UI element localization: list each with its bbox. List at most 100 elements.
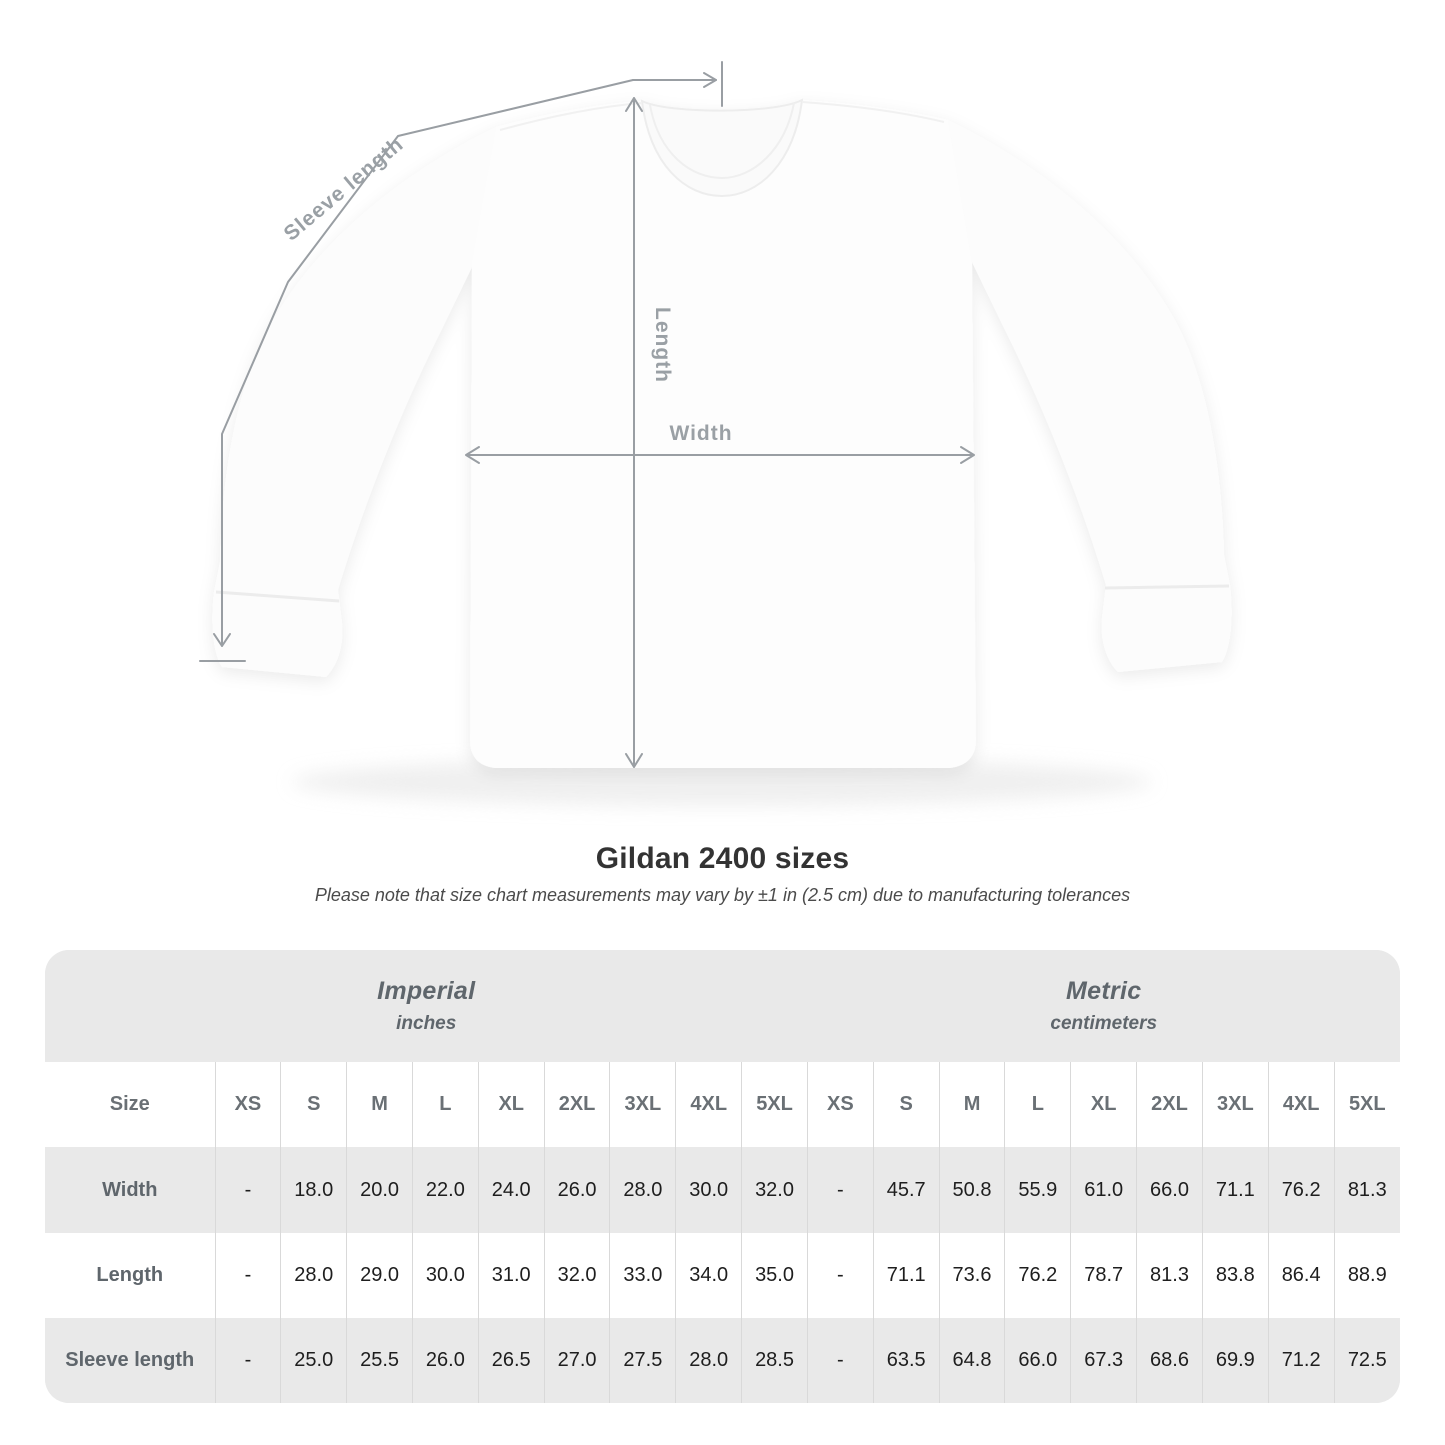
size-col-header: S	[872, 1062, 940, 1148]
measurement-cell: -	[214, 1147, 281, 1233]
unit-header-row: Imperial inches Metric centimeters	[45, 950, 1400, 1063]
measurement-cell: 26.0	[543, 1147, 610, 1233]
shirt-collar	[640, 98, 804, 198]
size-col-header: XS	[214, 1062, 281, 1148]
shirt-shadow	[292, 758, 1152, 806]
measurement-cell: 72.5	[1333, 1317, 1400, 1403]
measurement-cell: 34.0	[675, 1232, 742, 1318]
row-label-length: Length	[96, 1263, 164, 1286]
measurement-cell: 45.7	[872, 1147, 940, 1233]
sleeve-measure-arrow-right	[703, 72, 717, 88]
measurement-cell: 20.0	[346, 1147, 413, 1233]
measurement-cell: 26.0	[411, 1317, 479, 1403]
measurement-cell: 35.0	[741, 1232, 808, 1318]
sleeve-measure-arrow-down	[213, 633, 231, 647]
length-row: Length - 28.0 29.0 30.0 31.0 32.0 33.0 3…	[45, 1232, 1400, 1318]
size-col-header: 3XL	[609, 1062, 676, 1148]
measurement-cell: -	[806, 1317, 874, 1403]
imperial-group-title: Imperial	[377, 977, 476, 1006]
size-col-header: S	[280, 1062, 347, 1148]
sleeve-length-row: Sleeve length - 25.0 25.5 26.0 26.5 27.0…	[45, 1317, 1400, 1403]
measurement-cell: 27.5	[609, 1317, 676, 1403]
size-col-header: 2XL	[1136, 1062, 1203, 1148]
measurement-cell: -	[214, 1317, 281, 1403]
size-col-header: 2XL	[543, 1062, 610, 1148]
measurement-cell: 83.8	[1201, 1232, 1269, 1318]
width-row: Width - 18.0 20.0 22.0 24.0 26.0 28.0 30…	[45, 1147, 1400, 1233]
measurement-cell: 61.0	[1070, 1147, 1137, 1233]
length-measure: Length	[625, 97, 674, 768]
measurement-cell: 28.0	[280, 1232, 347, 1318]
measurement-cell: -	[806, 1232, 874, 1318]
measurement-cell: 71.1	[872, 1232, 940, 1318]
page-title: Gildan 2400 sizes	[595, 842, 850, 875]
length-arrow-up	[625, 97, 643, 112]
measurement-cell: 27.0	[543, 1317, 610, 1403]
imperial-group-header: Imperial inches	[45, 950, 807, 1062]
measurement-cell: 88.9	[1333, 1232, 1400, 1318]
size-col-header: XS	[806, 1062, 874, 1148]
measurement-cell: 25.5	[346, 1317, 413, 1403]
measurement-cell: 26.5	[477, 1317, 545, 1403]
shirt-left-sleeve	[212, 127, 496, 677]
size-col-header: 3XL	[1201, 1062, 1269, 1148]
length-arrow-down	[625, 753, 643, 768]
size-header-label: Size	[109, 1093, 150, 1116]
tolerance-note: Please note that size chart measurements…	[314, 885, 1131, 905]
size-col-header: L	[411, 1062, 479, 1148]
size-table-container: Imperial inches Metric centimeters Size …	[45, 950, 1400, 1403]
size-col-header: 5XL	[741, 1062, 808, 1148]
measurement-cell: -	[806, 1147, 874, 1233]
measurement-cell: 32.0	[741, 1147, 808, 1233]
width-arrow-right	[960, 446, 975, 464]
measurement-cell: 67.3	[1070, 1317, 1137, 1403]
size-header-row: Size XS S M L XL 2XL 3XL 4XL 5XL XS S M …	[45, 1062, 1400, 1148]
shirt-measurement-diagram: Sleeve length Length Width	[199, 61, 1232, 806]
measurement-cell: 24.0	[477, 1147, 545, 1233]
measurement-cell: -	[214, 1232, 281, 1318]
measurement-cell: 73.6	[938, 1232, 1005, 1318]
metric-group-unit: centimeters	[1050, 1013, 1158, 1035]
measurement-cell: 31.0	[477, 1232, 545, 1318]
width-label: Width	[669, 422, 732, 445]
measurement-cell: 63.5	[872, 1317, 940, 1403]
size-col-header: 4XL	[1267, 1062, 1335, 1148]
shirt-right-sleeve	[948, 120, 1232, 672]
metric-group-title: Metric	[1066, 977, 1142, 1006]
measurement-cell: 18.0	[280, 1147, 347, 1233]
measurement-cell: 66.0	[1004, 1317, 1071, 1403]
measurement-cell: 25.0	[280, 1317, 347, 1403]
shirt-torso	[470, 100, 976, 768]
measurement-cell: 30.0	[411, 1232, 479, 1318]
shirt-collar-rib	[649, 102, 795, 180]
size-col-header: L	[1004, 1062, 1071, 1148]
measurement-cell: 22.0	[411, 1147, 479, 1233]
measurement-cell: 28.0	[609, 1147, 676, 1233]
measurement-cell: 71.1	[1201, 1147, 1269, 1233]
size-table: Imperial inches Metric centimeters Size …	[45, 950, 1400, 1403]
long-sleeve-shirt	[212, 98, 1232, 768]
size-col-header: 4XL	[675, 1062, 742, 1148]
measurement-cell: 86.4	[1267, 1232, 1335, 1318]
measurement-cell: 55.9	[1004, 1147, 1071, 1233]
measurement-cell: 64.8	[938, 1317, 1005, 1403]
metric-group-header: Metric centimeters	[807, 950, 1400, 1062]
measurement-cell: 33.0	[609, 1232, 676, 1318]
sleeve-measure-diagonal	[221, 79, 634, 645]
shirt-right-cuff-seam	[1104, 584, 1230, 590]
measurement-cell: 28.0	[675, 1317, 742, 1403]
measurement-cell: 76.2	[1267, 1147, 1335, 1233]
measurement-cell: 81.3	[1136, 1232, 1203, 1318]
measurement-cell: 81.3	[1333, 1147, 1400, 1233]
row-label-sleeve-length: Sleeve length	[65, 1348, 195, 1371]
measurement-cell: 71.2	[1267, 1317, 1335, 1403]
size-col-header: 5XL	[1333, 1062, 1400, 1148]
measurement-cell: 28.5	[741, 1317, 808, 1403]
measurement-cell: 32.0	[543, 1232, 610, 1318]
caption-block: Gildan 2400 sizes Please note that size …	[0, 842, 1445, 906]
imperial-group-unit: inches	[396, 1013, 457, 1035]
measurement-cell: 66.0	[1136, 1147, 1203, 1233]
length-label: Length	[651, 307, 674, 383]
shirt-left-cuff-seam	[215, 590, 340, 603]
